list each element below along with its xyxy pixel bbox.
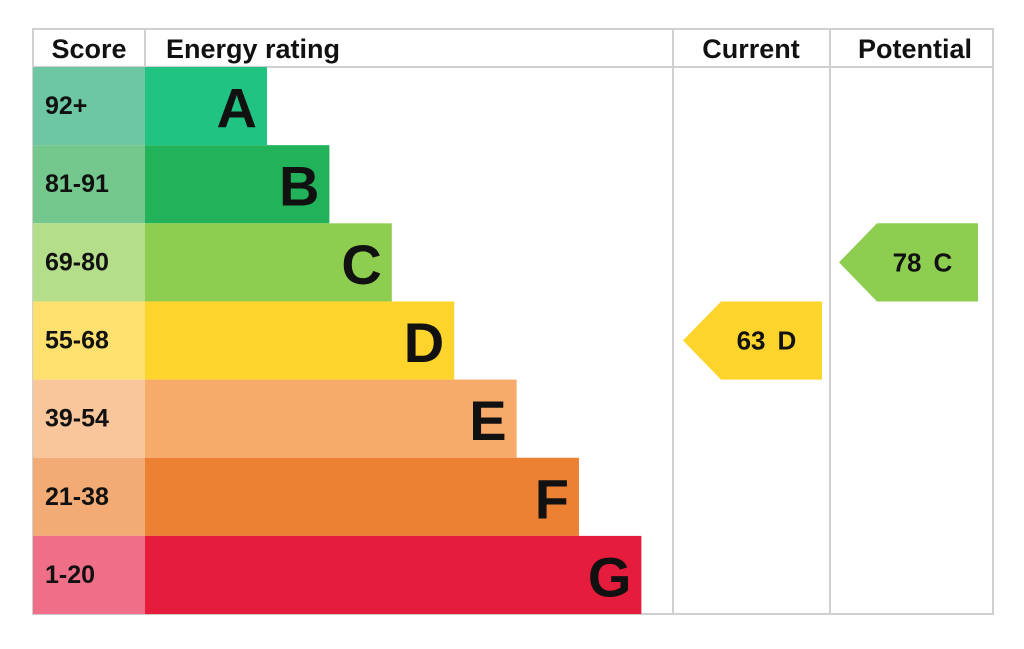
rating-letter: B xyxy=(279,155,319,218)
potential-letter: C xyxy=(934,247,953,277)
rating-letter: E xyxy=(469,389,506,452)
rating-bar xyxy=(145,457,579,536)
score-cell xyxy=(33,301,145,380)
rating-bar xyxy=(145,67,267,146)
score-cell xyxy=(33,535,145,615)
score-label: 55-68 xyxy=(45,327,109,355)
score-cell xyxy=(33,67,145,146)
score-cell xyxy=(33,223,145,302)
score-label: 21-38 xyxy=(45,483,109,511)
score-label: 69-80 xyxy=(45,248,109,276)
header: Energy rating xyxy=(166,34,340,64)
rating-letter: D xyxy=(404,311,444,374)
current-arrow xyxy=(683,301,822,380)
rating-letter: G xyxy=(588,545,632,608)
score-cell xyxy=(33,145,145,224)
header: Current xyxy=(702,34,800,64)
score-label: 1-20 xyxy=(45,561,95,589)
header: Potential xyxy=(858,34,972,64)
score-cell xyxy=(33,379,145,458)
potential-value: 78 xyxy=(893,247,922,277)
score-label: 39-54 xyxy=(45,405,109,433)
rating-bar xyxy=(145,223,392,302)
score-cell xyxy=(33,457,145,536)
rating-letter: F xyxy=(535,467,569,530)
rating-bar xyxy=(145,379,517,458)
rating-bar xyxy=(145,535,642,615)
score-label: 92+ xyxy=(45,92,87,120)
current-letter: D xyxy=(778,326,797,356)
current-value: 63 xyxy=(737,326,766,356)
rating-bar xyxy=(145,145,330,224)
header: Score xyxy=(51,34,126,64)
score-label: 81-91 xyxy=(45,170,109,198)
rating-bar xyxy=(145,301,455,380)
potential-arrow xyxy=(839,223,978,302)
rating-letter: A xyxy=(217,77,257,140)
rating-letter: C xyxy=(341,233,381,296)
